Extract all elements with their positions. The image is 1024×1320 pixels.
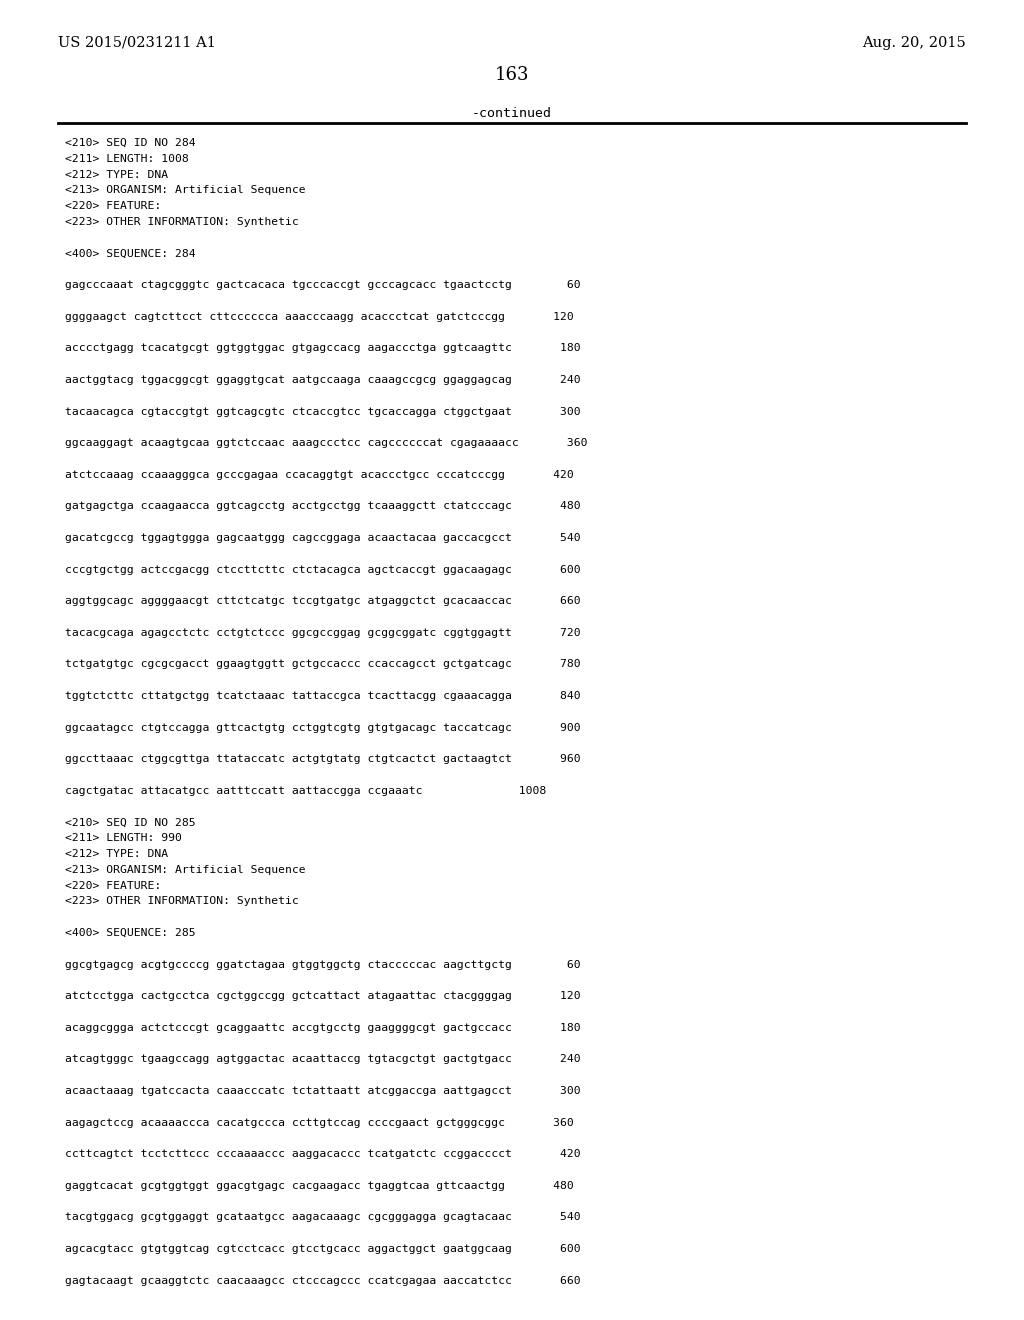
- Text: tacaacagca cgtaccgtgt ggtcagcgtc ctcaccgtcc tgcaccagga ctggctgaat       300: tacaacagca cgtaccgtgt ggtcagcgtc ctcaccg…: [65, 407, 581, 417]
- Text: US 2015/0231211 A1: US 2015/0231211 A1: [58, 36, 216, 50]
- Text: atctccaaag ccaaagggca gcccgagaa ccacaggtgt acaccctgcc cccatcccgg       420: atctccaaag ccaaagggca gcccgagaa ccacaggt…: [65, 470, 573, 479]
- Text: <212> TYPE: DNA: <212> TYPE: DNA: [65, 849, 168, 859]
- Text: cccgtgctgg actccgacgg ctccttcttc ctctacagca agctcaccgt ggacaagagc       600: cccgtgctgg actccgacgg ctccttcttc ctctaca…: [65, 565, 581, 574]
- Text: aggtggcagc aggggaacgt cttctcatgc tccgtgatgc atgaggctct gcacaaccac       660: aggtggcagc aggggaacgt cttctcatgc tccgtga…: [65, 597, 581, 606]
- Text: tctgatgtgc cgcgcgacct ggaagtggtt gctgccaccc ccaccagcct gctgatcagc       780: tctgatgtgc cgcgcgacct ggaagtggtt gctgcca…: [65, 660, 581, 669]
- Text: ggcaaggagt acaagtgcaa ggtctccaac aaagccctcc cagccccccat cgagaaaacc       360: ggcaaggagt acaagtgcaa ggtctccaac aaagccc…: [65, 438, 588, 449]
- Text: <212> TYPE: DNA: <212> TYPE: DNA: [65, 169, 168, 180]
- Text: <223> OTHER INFORMATION: Synthetic: <223> OTHER INFORMATION: Synthetic: [65, 896, 299, 907]
- Text: tacacgcaga agagcctctc cctgtctccc ggcgccggag gcggcggatc cggtggagtt       720: tacacgcaga agagcctctc cctgtctccc ggcgccg…: [65, 628, 581, 638]
- Text: acaggcggga actctcccgt gcaggaattc accgtgcctg gaaggggcgt gactgccacc       180: acaggcggga actctcccgt gcaggaattc accgtgc…: [65, 1023, 581, 1032]
- Text: -continued: -continued: [472, 107, 552, 120]
- Text: agcacgtacc gtgtggtcag cgtcctcacc gtcctgcacc aggactggct gaatggcaag       600: agcacgtacc gtgtggtcag cgtcctcacc gtcctgc…: [65, 1243, 581, 1254]
- Text: aagagctccg acaaaaccca cacatgccca ccttgtccag ccccgaact gctgggcggc       360: aagagctccg acaaaaccca cacatgccca ccttgtc…: [65, 1118, 573, 1127]
- Text: ggcgtgagcg acgtgccccg ggatctagaa gtggtggctg ctacccccac aagcttgctg        60: ggcgtgagcg acgtgccccg ggatctagaa gtggtgg…: [65, 960, 581, 970]
- Text: atctcctgga cactgcctca cgctggccgg gctcattact atagaattac ctacggggag       120: atctcctgga cactgcctca cgctggccgg gctcatt…: [65, 991, 581, 1001]
- Text: cagctgatac attacatgcc aatttccatt aattaccgga ccgaaatc              1008: cagctgatac attacatgcc aatttccatt aattacc…: [65, 785, 546, 796]
- Text: <210> SEQ ID NO 285: <210> SEQ ID NO 285: [65, 817, 196, 828]
- Text: acaactaaag tgatccacta caaacccatc tctattaatt atcggaccga aattgagcct       300: acaactaaag tgatccacta caaacccatc tctatta…: [65, 1086, 581, 1096]
- Text: <220> FEATURE:: <220> FEATURE:: [65, 880, 161, 891]
- Text: <210> SEQ ID NO 284: <210> SEQ ID NO 284: [65, 139, 196, 148]
- Text: ggcaatagcc ctgtccagga gttcactgtg cctggtcgtg gtgtgacagc taccatcagc       900: ggcaatagcc ctgtccagga gttcactgtg cctggtc…: [65, 722, 581, 733]
- Text: atcagtgggc tgaagccagg agtggactac acaattaccg tgtacgctgt gactgtgacc       240: atcagtgggc tgaagccagg agtggactac acaatta…: [65, 1055, 581, 1064]
- Text: acccctgagg tcacatgcgt ggtggtggac gtgagccacg aagaccctga ggtcaagttc       180: acccctgagg tcacatgcgt ggtggtggac gtgagcc…: [65, 343, 581, 354]
- Text: <213> ORGANISM: Artificial Sequence: <213> ORGANISM: Artificial Sequence: [65, 865, 305, 875]
- Text: Aug. 20, 2015: Aug. 20, 2015: [862, 36, 966, 50]
- Text: gatgagctga ccaagaacca ggtcagcctg acctgcctgg tcaaaggctt ctatcccagc       480: gatgagctga ccaagaacca ggtcagcctg acctgcc…: [65, 502, 581, 511]
- Text: ggccttaaac ctggcgttga ttataccatc actgtgtatg ctgtcactct gactaagtct       960: ggccttaaac ctggcgttga ttataccatc actgtgt…: [65, 754, 581, 764]
- Text: gacatcgccg tggagtggga gagcaatggg cagccggaga acaactacaa gaccacgcct       540: gacatcgccg tggagtggga gagcaatggg cagccgg…: [65, 533, 581, 543]
- Text: aactggtacg tggacggcgt ggaggtgcat aatgccaaga caaagccgcg ggaggagcag       240: aactggtacg tggacggcgt ggaggtgcat aatgcca…: [65, 375, 581, 385]
- Text: <211> LENGTH: 1008: <211> LENGTH: 1008: [65, 154, 188, 164]
- Text: <223> OTHER INFORMATION: Synthetic: <223> OTHER INFORMATION: Synthetic: [65, 216, 299, 227]
- Text: gaggtcacat gcgtggtggt ggacgtgagc cacgaagacc tgaggtcaa gttcaactgg       480: gaggtcacat gcgtggtggt ggacgtgagc cacgaag…: [65, 1181, 573, 1191]
- Text: <400> SEQUENCE: 285: <400> SEQUENCE: 285: [65, 928, 196, 939]
- Text: ccttcagtct tcctcttccc cccaaaaccc aaggacaccc tcatgatctc ccggacccct       420: ccttcagtct tcctcttccc cccaaaaccc aaggaca…: [65, 1150, 581, 1159]
- Text: <211> LENGTH: 990: <211> LENGTH: 990: [65, 833, 182, 843]
- Text: <213> ORGANISM: Artificial Sequence: <213> ORGANISM: Artificial Sequence: [65, 185, 305, 195]
- Text: tacgtggacg gcgtggaggt gcataatgcc aagacaaagc cgcgggagga gcagtacaac       540: tacgtggacg gcgtggaggt gcataatgcc aagacaa…: [65, 1212, 581, 1222]
- Text: 163: 163: [495, 66, 529, 84]
- Text: <400> SEQUENCE: 284: <400> SEQUENCE: 284: [65, 248, 196, 259]
- Text: gagtacaagt gcaaggtctc caacaaagcc ctcccagccc ccatcgagaa aaccatctcc       660: gagtacaagt gcaaggtctc caacaaagcc ctcccag…: [65, 1275, 581, 1286]
- Text: gagcccaaat ctagcgggtc gactcacaca tgcccaccgt gcccagcacc tgaactcctg        60: gagcccaaat ctagcgggtc gactcacaca tgcccac…: [65, 280, 581, 290]
- Text: ggggaagct cagtcttcct cttcccccca aaacccaagg acaccctcat gatctcccgg       120: ggggaagct cagtcttcct cttcccccca aaacccaa…: [65, 312, 573, 322]
- Text: <220> FEATURE:: <220> FEATURE:: [65, 201, 161, 211]
- Text: tggtctcttc cttatgctgg tcatctaaac tattaccgca tcacttacgg cgaaacagga       840: tggtctcttc cttatgctgg tcatctaaac tattacc…: [65, 690, 581, 701]
